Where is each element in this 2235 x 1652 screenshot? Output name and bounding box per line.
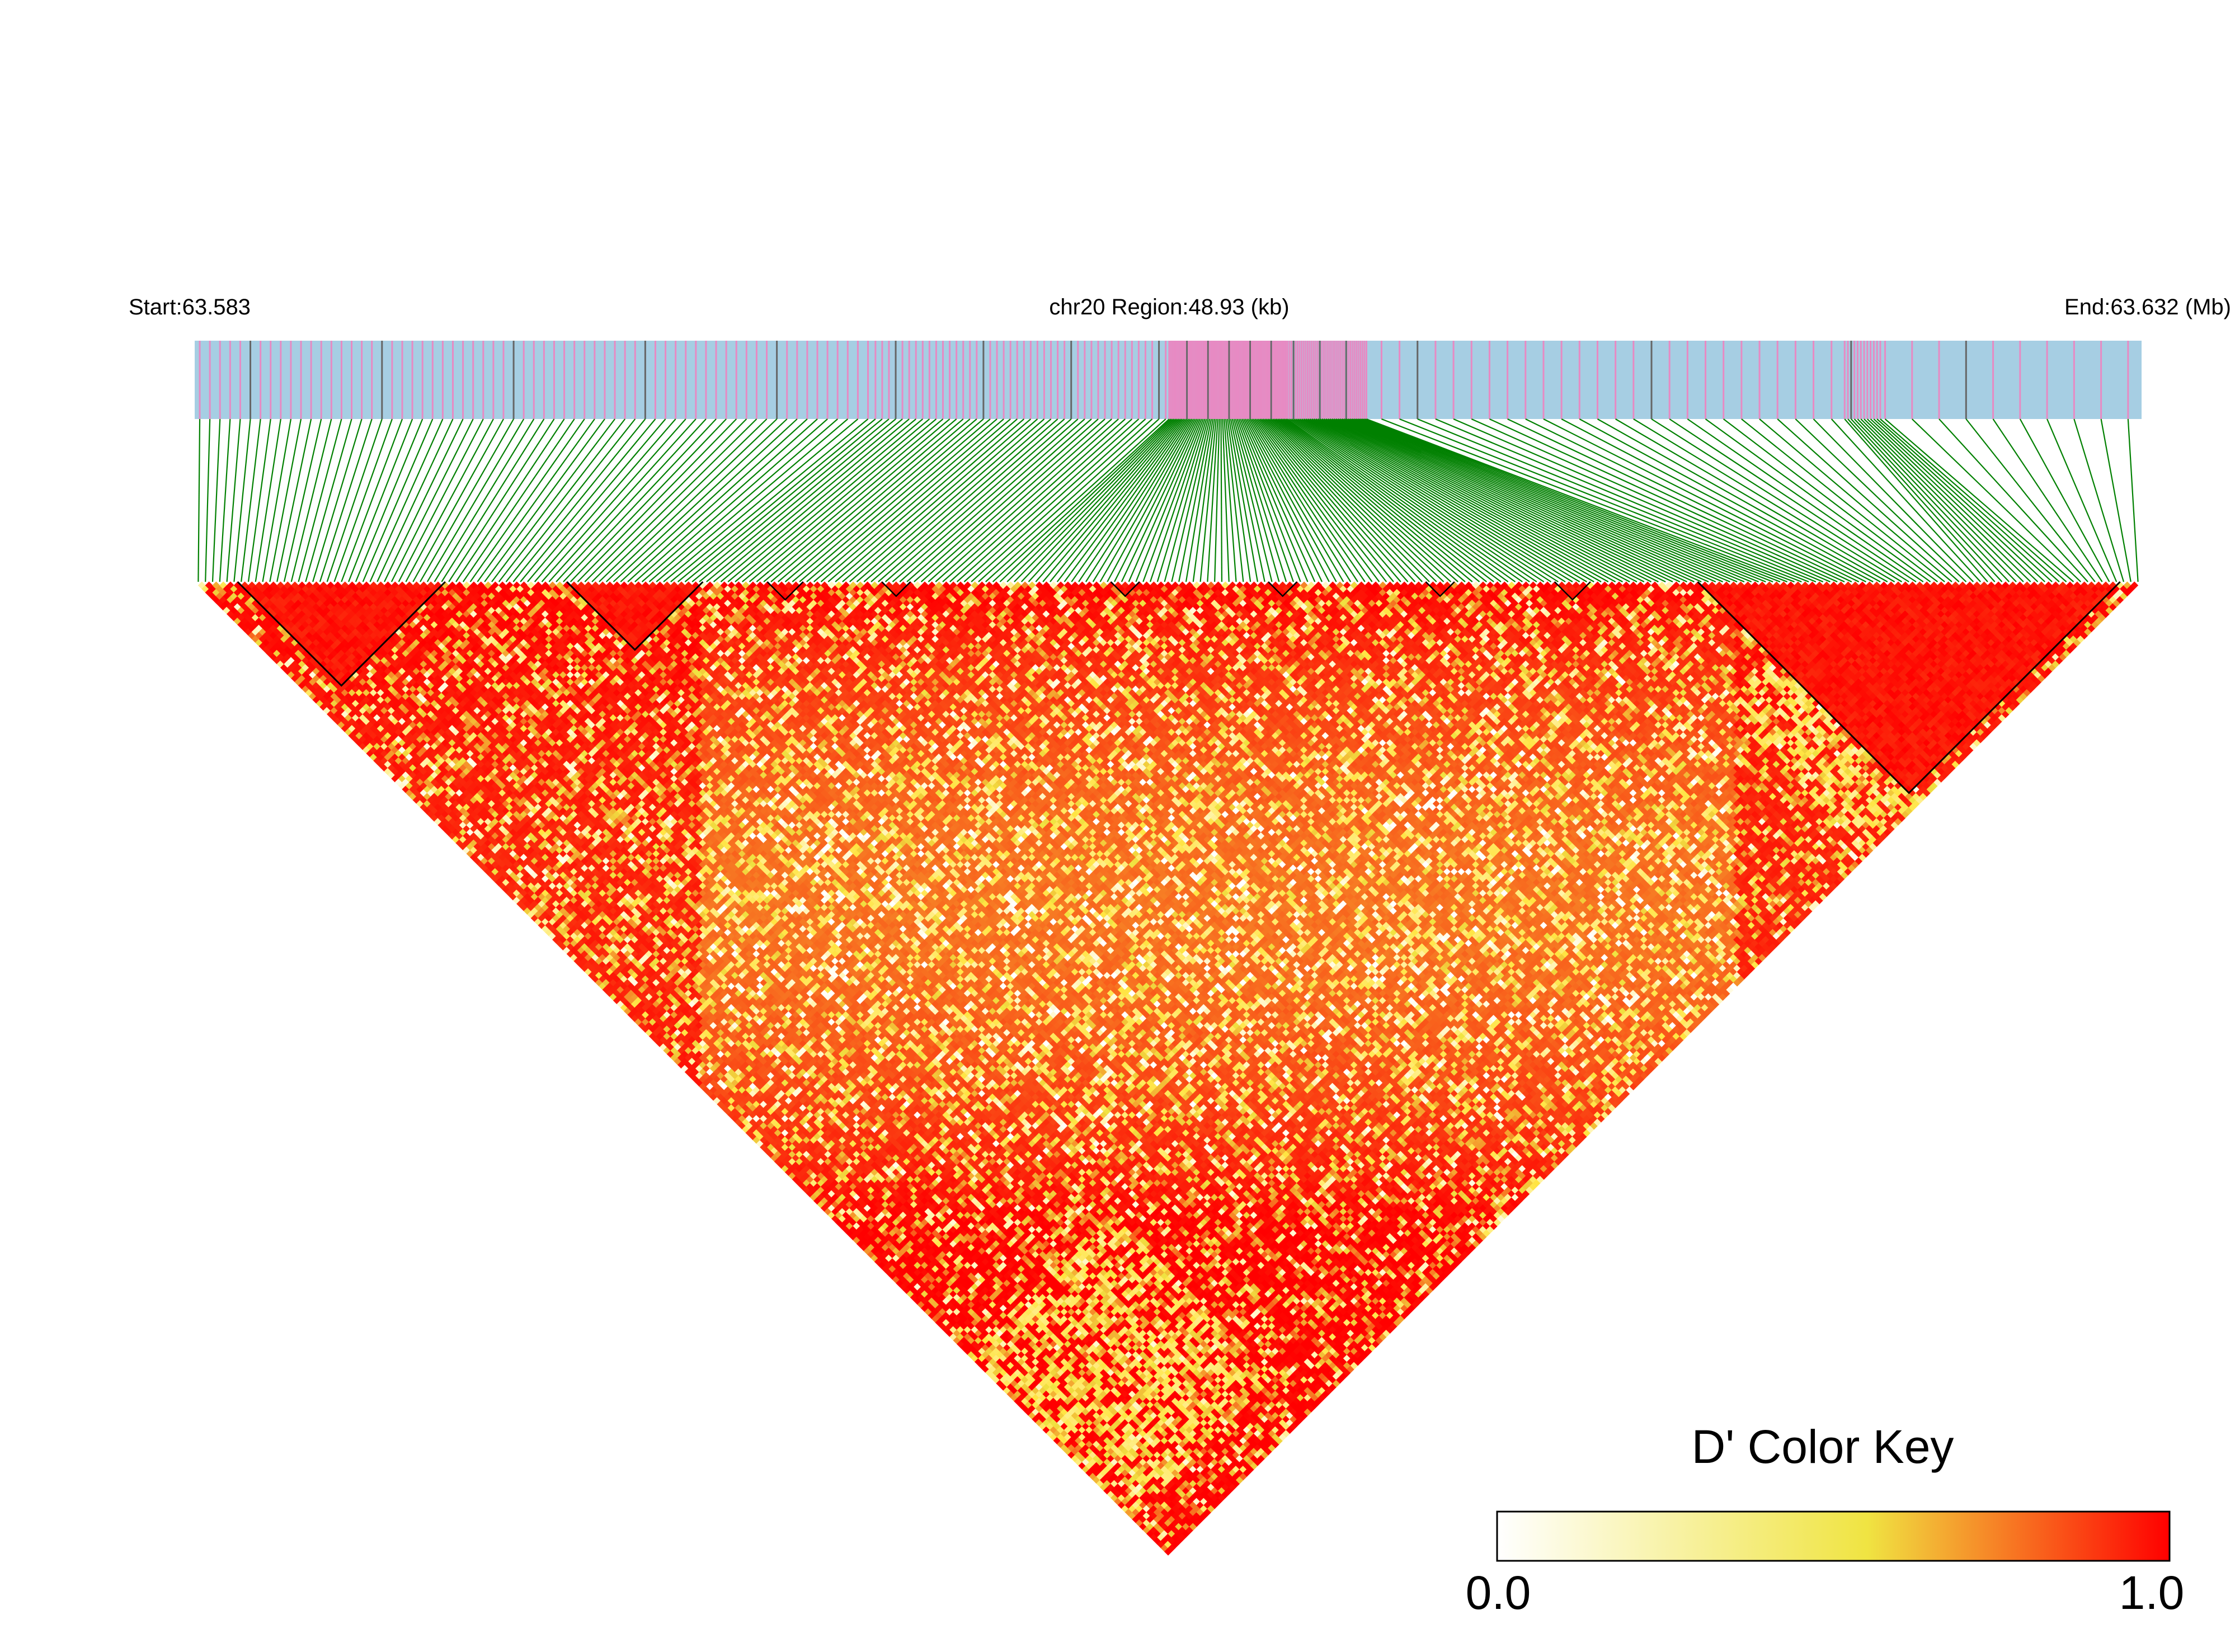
snp-connector (950, 419, 1132, 582)
snp-connector (1361, 419, 1773, 582)
snp-connector (1344, 419, 1716, 582)
region-title: chr20 Region:48.93 (kb) (1049, 295, 1289, 319)
snp-connector (277, 419, 311, 582)
snp-connector (334, 419, 392, 582)
ld-heatmap-cells (198, 581, 2138, 1555)
snp-connector (1071, 419, 1187, 582)
snp-connector (470, 419, 585, 582)
snp-connector (1007, 419, 1173, 582)
snp-connector (198, 419, 200, 582)
snp-connector (850, 419, 1038, 582)
snp-connector (864, 419, 1051, 582)
region-end-label: End:63.632 (Mb) (2064, 295, 2231, 319)
snp-connector (205, 419, 210, 582)
snp-connector (1864, 419, 2031, 582)
snp-connector (542, 419, 686, 582)
snp-connector (814, 419, 1004, 582)
snp-connector (341, 419, 402, 582)
snp-connector (577, 419, 736, 582)
snp-connector (1014, 419, 1174, 582)
snp-connector (1861, 419, 2024, 582)
snp-connector (441, 419, 544, 582)
snp-connector (1232, 419, 1272, 582)
snp-connector (935, 419, 1118, 582)
snp-connector (1340, 419, 1701, 582)
snp-connector (284, 419, 321, 582)
snp-connector (728, 419, 923, 582)
region-start-label: Start:63.583 (129, 295, 251, 319)
snp-connector (270, 419, 301, 582)
snp-connector (1215, 419, 1219, 582)
snp-connector (384, 419, 463, 582)
snp-connector (1322, 419, 1637, 582)
snp-connector (291, 419, 332, 582)
snp-connector (857, 419, 1044, 582)
snp-connector (241, 419, 260, 582)
snp-connector (420, 419, 514, 582)
snp-connector (1939, 419, 2088, 582)
snp-connector (828, 419, 1017, 582)
snp-connector (821, 419, 1010, 582)
snp-connector (1324, 419, 1644, 582)
snp-connector (234, 419, 250, 582)
snp-connector (792, 419, 984, 582)
snp-connector (1201, 419, 1216, 582)
snp-connector (1845, 419, 1988, 582)
snp-connector (1877, 419, 2059, 582)
snp-connector (2128, 419, 2138, 582)
snp-connector (735, 419, 929, 582)
snp-connector (320, 419, 372, 582)
snp-connector (2020, 419, 2110, 582)
snp-connector (843, 419, 1031, 582)
snp-connector (213, 419, 220, 582)
snp-connector (571, 419, 726, 582)
snp-connector (520, 419, 655, 582)
snp-connector (1669, 419, 1916, 582)
snp-connector (1874, 419, 2052, 582)
snp-connector (1759, 419, 1952, 582)
snp-connector (449, 419, 554, 582)
snp-connector (1993, 419, 2102, 582)
snp-connector (305, 419, 351, 582)
snp-connector (835, 419, 1024, 582)
snp-position-track (195, 341, 2142, 419)
snp-connector (1221, 419, 1222, 582)
snp-connector (477, 419, 594, 582)
snp-connector (499, 419, 625, 582)
snp-connector-lines (198, 419, 2138, 582)
snp-connector (807, 419, 997, 582)
snp-connector (413, 419, 504, 582)
snp-connector (871, 419, 1058, 582)
snp-connector (1227, 419, 1250, 582)
